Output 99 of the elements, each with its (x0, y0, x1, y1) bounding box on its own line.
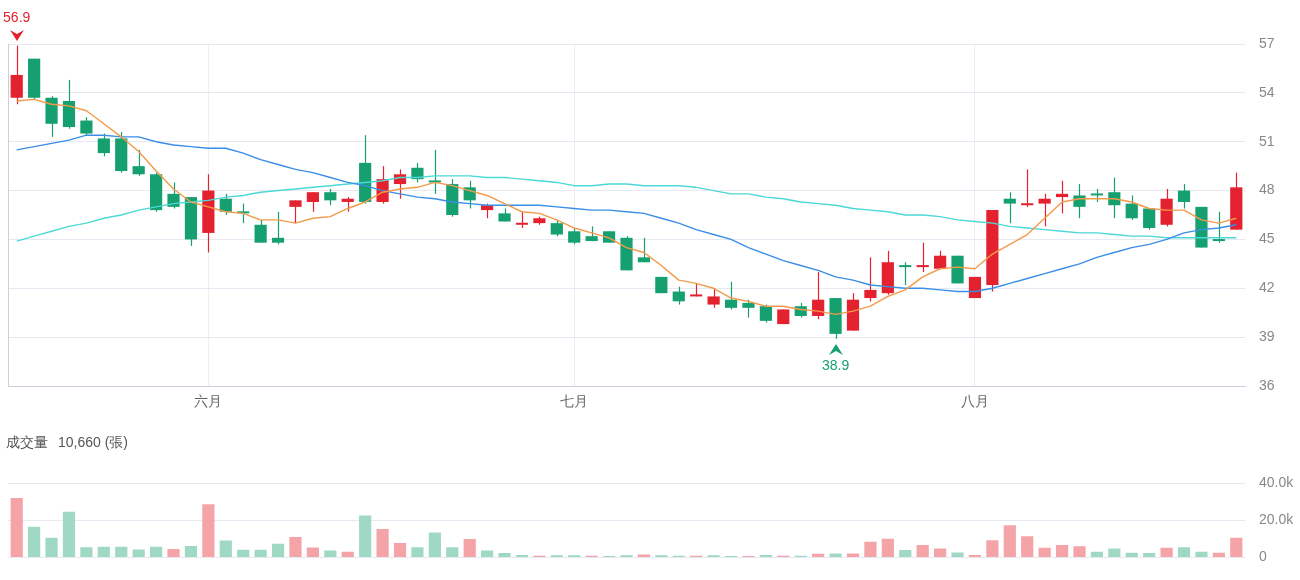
candlestick (1212, 211, 1225, 244)
bar (359, 515, 372, 558)
candlestick (254, 219, 267, 244)
bar (1143, 553, 1156, 558)
bar (28, 526, 41, 558)
bar (916, 545, 929, 558)
y-tick-label: 39 (1259, 328, 1275, 344)
bar (1038, 547, 1051, 558)
bar (968, 554, 982, 558)
bar (45, 537, 58, 558)
bar (1177, 547, 1191, 558)
bar (289, 537, 302, 558)
bar (986, 540, 999, 558)
x-tick-label: 八月 (960, 393, 989, 410)
bar (446, 547, 459, 558)
bar (515, 554, 529, 558)
bar (271, 543, 285, 558)
y-tick-label: 40.0k (1259, 473, 1295, 490)
y-tick-label: 54 (1259, 83, 1275, 100)
bar (498, 553, 511, 558)
candlestick (707, 287, 720, 309)
candlestick (289, 199, 302, 224)
candlestick (306, 191, 319, 213)
y-tick-label: 51 (1259, 132, 1275, 149)
bar (1212, 552, 1225, 558)
bar (1003, 525, 1016, 558)
bar (132, 549, 145, 558)
bar (1160, 547, 1173, 558)
bar (1090, 551, 1104, 558)
candlestick (864, 256, 877, 302)
y-tick-label: 42 (1259, 279, 1275, 296)
bar (376, 528, 389, 558)
bar (881, 538, 894, 558)
bar (149, 546, 163, 558)
bar (80, 547, 93, 558)
chart-title: 成交量 (6, 434, 48, 450)
candlestick (1038, 193, 1051, 227)
bar (97, 546, 110, 558)
bar (393, 543, 407, 558)
bar (411, 547, 424, 558)
bar (341, 551, 354, 558)
bar (202, 504, 215, 558)
candlestick (271, 211, 285, 245)
candlestick (132, 149, 145, 177)
bar (167, 549, 180, 558)
candlestick (1003, 191, 1016, 224)
x-tick-label: 六月 (194, 393, 223, 410)
bar (10, 497, 23, 558)
candlestick (411, 162, 424, 184)
candlestick (1055, 180, 1069, 214)
candlestick (899, 261, 912, 286)
candlestick (724, 281, 738, 311)
candlestick (1177, 183, 1191, 210)
bar (1021, 536, 1034, 558)
candlestick (1125, 194, 1138, 221)
bar (237, 549, 250, 558)
annotation: 38.9 (821, 356, 850, 373)
bar (899, 549, 912, 558)
bar (951, 552, 964, 558)
bar (829, 553, 842, 558)
bar (254, 549, 267, 558)
bar (1108, 548, 1121, 558)
bar (1195, 551, 1208, 558)
y-tick-label: 0 (1259, 548, 1267, 565)
bar (1230, 537, 1243, 558)
chart-subtitle: 10,660 (張) (58, 434, 129, 450)
y-tick-label: 20.0k (1259, 511, 1295, 528)
bar (463, 538, 476, 558)
candlestick (97, 132, 110, 157)
bar (428, 532, 441, 558)
y-tick-label: 36 (1259, 376, 1275, 393)
bar (812, 553, 825, 558)
candlestick (916, 242, 929, 273)
x-tick-label: 七月 (560, 393, 589, 410)
candlestick (167, 181, 180, 210)
candlestick (1073, 183, 1086, 219)
bar (1055, 545, 1069, 558)
bar (306, 547, 319, 558)
bar (759, 554, 772, 558)
bar (1073, 546, 1086, 558)
y-tick-label: 45 (1259, 230, 1275, 247)
bar (934, 548, 947, 558)
candlestick (637, 237, 651, 263)
bar (115, 546, 128, 558)
candlestick (428, 149, 441, 195)
y-tick-label: 57 (1259, 34, 1275, 51)
bar (846, 553, 860, 558)
bar (324, 550, 337, 558)
y-tick-label: 48 (1259, 181, 1275, 198)
bar (219, 540, 232, 558)
candlestick (1021, 168, 1034, 208)
bar (62, 511, 76, 558)
annotation: 56.9 (3, 9, 31, 26)
bar (184, 546, 198, 558)
candlestick (219, 193, 232, 216)
candlestick (10, 45, 23, 105)
bar (864, 541, 877, 558)
bar (481, 550, 494, 558)
bar (1125, 552, 1138, 558)
